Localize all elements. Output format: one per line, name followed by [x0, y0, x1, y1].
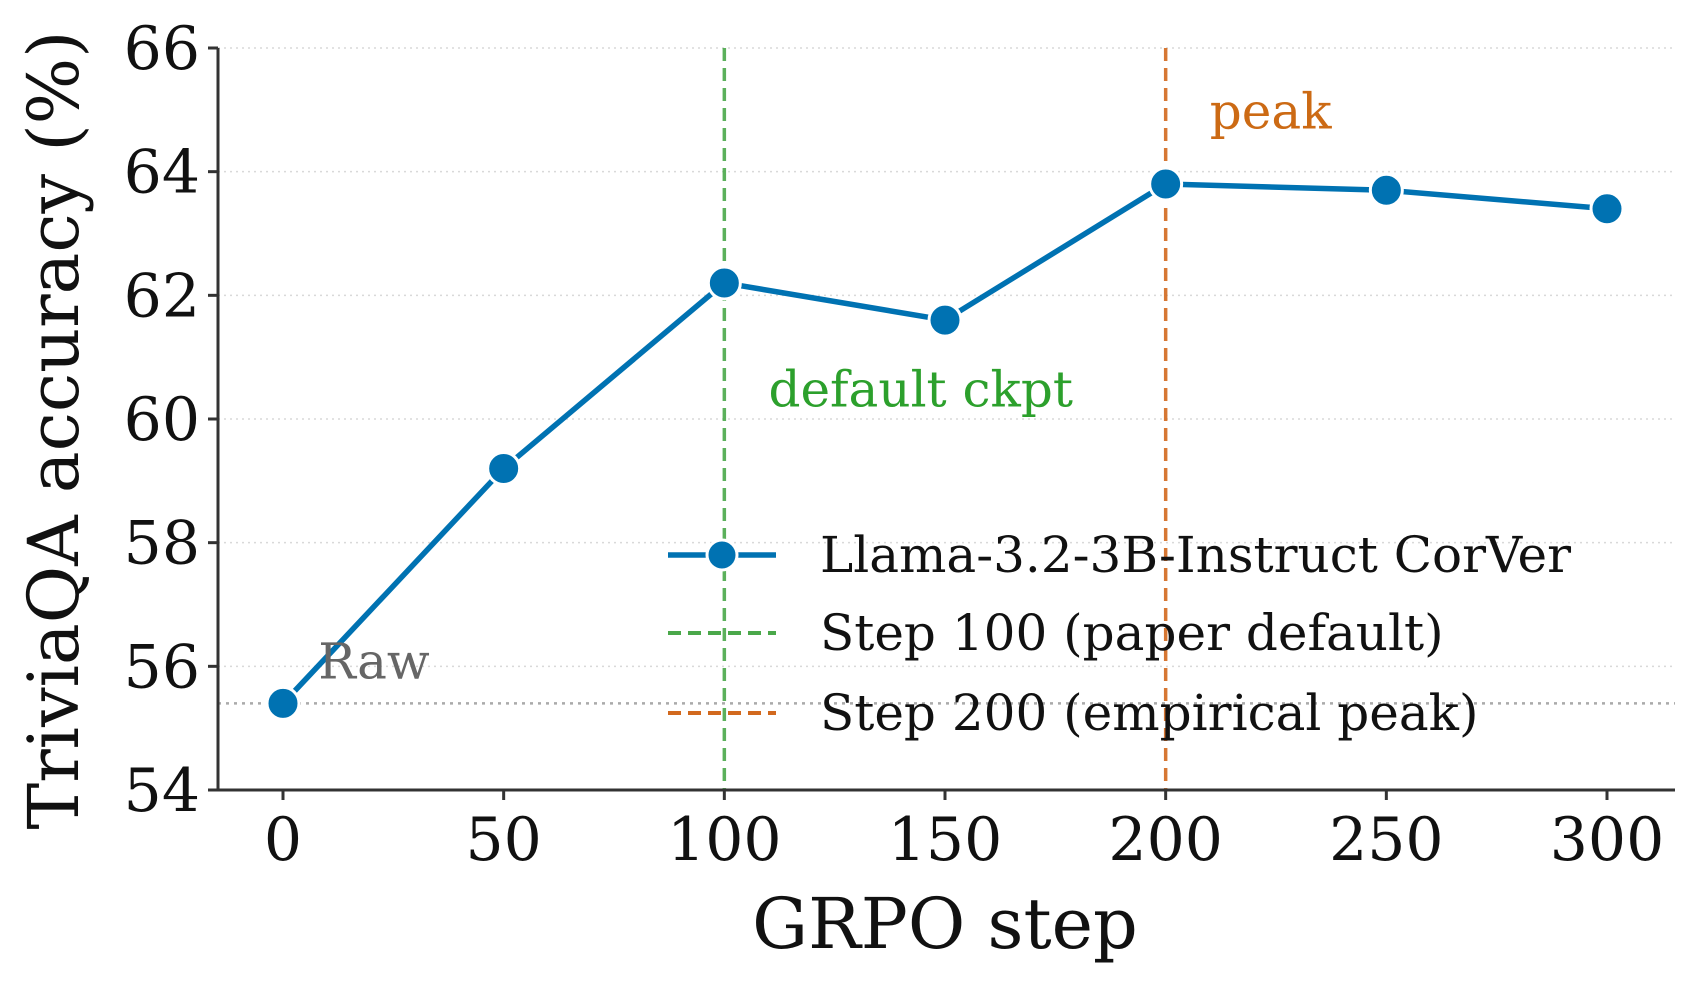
data-point-step-0 [265, 685, 301, 721]
y-tick-label: 62 [124, 261, 200, 331]
legend-swatch-marker [705, 538, 739, 572]
y-tick-label: 56 [124, 632, 200, 702]
y-tick-label: 66 [124, 14, 200, 84]
tick-labels: 54 56 58 60 62 64 66 0 50 100 150 200 250 300 [124, 14, 1665, 875]
x-tick-label: 200 [1108, 805, 1223, 875]
x-tick-label: 300 [1550, 805, 1665, 875]
annotations: Raw default ckpt peak [318, 82, 1332, 690]
annotation-raw: Raw [318, 633, 430, 691]
y-tick-label: 54 [124, 756, 200, 826]
data-point-step-50 [486, 450, 522, 486]
y-axis-title: TriviaQA accuracy (%) [13, 31, 95, 830]
data-point-step-300 [1589, 191, 1625, 227]
legend-label: Llama-3.2-3B-Instruct CorVer [820, 526, 1571, 584]
x-tick-label: 150 [888, 805, 1003, 875]
x-tick-label: 100 [667, 805, 782, 875]
annotation-default-ckpt: default ckpt [768, 361, 1073, 419]
legend-label: Step 100 (paper default) [820, 604, 1444, 662]
y-tick-label: 58 [124, 509, 200, 579]
legend-label: Step 200 (empirical peak) [820, 684, 1478, 742]
series-layer [265, 166, 1625, 721]
x-axis-title: GRPO step [752, 883, 1138, 965]
x-tick-label: 50 [465, 805, 541, 875]
legend: Llama-3.2-3B-Instruct CorVer Step 100 (pa… [668, 526, 1571, 742]
reference-lines [218, 48, 1675, 790]
data-point-step-250 [1368, 172, 1404, 208]
data-point-step-150 [927, 302, 963, 338]
data-point-step-100 [706, 265, 742, 301]
gridlines [218, 47, 1675, 791]
x-tick-label: 250 [1329, 805, 1444, 875]
y-tick-label: 60 [124, 385, 200, 455]
axes [216, 48, 1675, 792]
data-point-step-200 [1148, 166, 1184, 202]
annotation-peak: peak [1210, 82, 1332, 140]
y-tick-label: 64 [124, 138, 200, 208]
x-tick-label: 0 [264, 805, 302, 875]
